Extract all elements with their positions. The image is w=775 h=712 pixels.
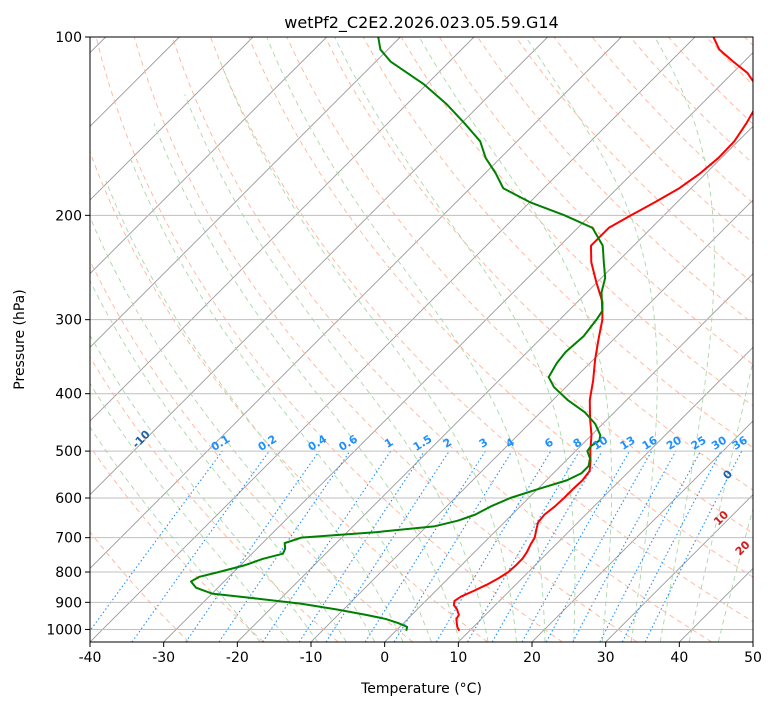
y-tick-label: 700 bbox=[55, 531, 82, 547]
x-tick-label: 20 bbox=[523, 650, 541, 666]
x-axis-label: Temperature (°C) bbox=[360, 681, 482, 697]
y-tick-label: 900 bbox=[55, 595, 82, 611]
y-tick-label: 600 bbox=[55, 491, 82, 507]
y-tick-label: 800 bbox=[55, 565, 82, 581]
x-tick-label: -10 bbox=[300, 650, 323, 666]
y-tick-label: 200 bbox=[55, 208, 82, 224]
x-tick-label: 10 bbox=[449, 650, 467, 666]
y-tick-label: 100 bbox=[55, 30, 82, 46]
x-tick-label: -30 bbox=[152, 650, 175, 666]
y-tick-label: 400 bbox=[55, 387, 82, 403]
y-tick-label: 500 bbox=[55, 444, 82, 460]
y-tick-label: 1000 bbox=[46, 622, 82, 638]
x-tick-label: 50 bbox=[744, 650, 762, 666]
x-tick-label: -40 bbox=[79, 650, 102, 666]
y-tick-label: 300 bbox=[55, 313, 82, 329]
y-axis-label: Pressure (hPa) bbox=[12, 289, 28, 389]
x-tick-label: 40 bbox=[670, 650, 688, 666]
chart-title: wetPf2_C2E2.2026.023.05.59.G14 bbox=[284, 13, 558, 33]
x-tick-label: 30 bbox=[597, 650, 615, 666]
x-tick-label: 0 bbox=[380, 650, 389, 666]
x-tick-label: -20 bbox=[226, 650, 249, 666]
